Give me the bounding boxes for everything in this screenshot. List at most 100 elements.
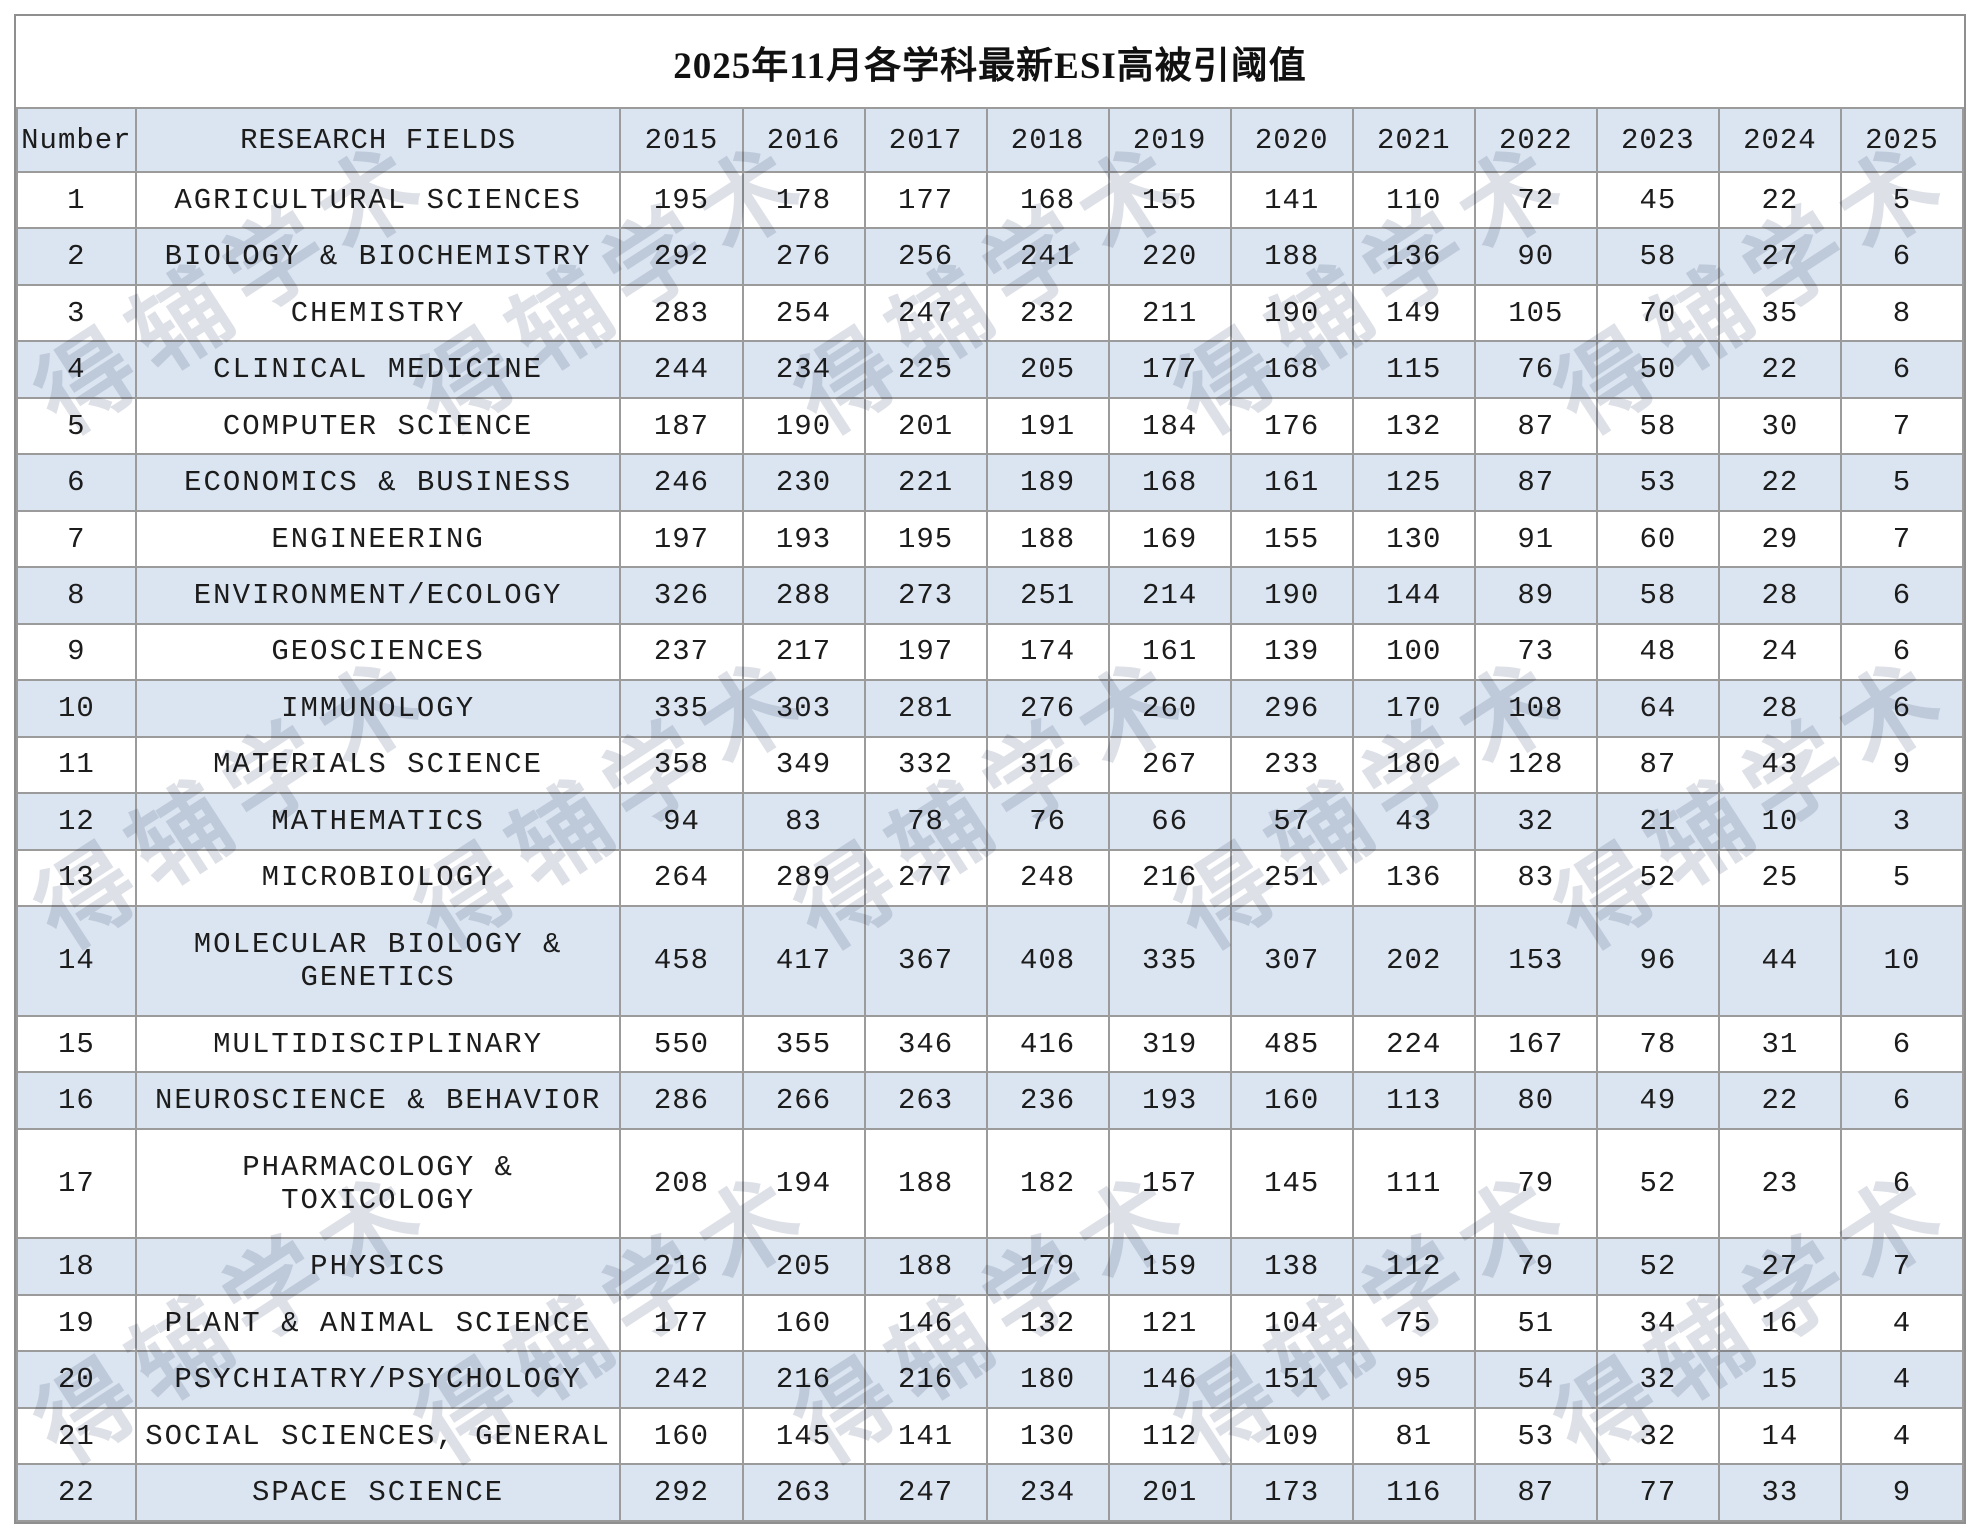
row-number: 2 [16,227,137,286]
threshold-value-2017: 256 [863,227,988,286]
threshold-value-2020: 307 [1229,905,1354,1017]
threshold-value-2016: 254 [741,283,866,343]
threshold-value-2021: 136 [1351,848,1476,908]
threshold-value-2024: 30 [1717,396,1842,456]
threshold-value-2017: 367 [863,905,988,1017]
threshold-value-2019: 335 [1107,905,1232,1017]
threshold-value-2018: 236 [985,1071,1110,1130]
threshold-value-2024: 44 [1717,905,1842,1017]
threshold-value-2019: 193 [1107,1071,1232,1130]
threshold-value-2022: 76 [1473,340,1598,399]
threshold-value-2021: 110 [1351,170,1476,230]
threshold-value-2023: 96 [1595,905,1720,1017]
threshold-value-2018: 205 [985,340,1110,399]
threshold-value-2020: 190 [1229,283,1354,343]
threshold-value-2020: 168 [1229,340,1354,399]
threshold-value-2024: 27 [1717,1237,1842,1296]
threshold-value-2019: 169 [1107,509,1232,569]
threshold-value-2023: 48 [1595,622,1720,682]
threshold-value-2025: 6 [1839,566,1965,625]
table-row: 2 BIOLOGY & BIOCHEMISTRY 292 276 256 241 220 18… [16,227,1965,286]
threshold-value-2017: 146 [863,1293,988,1353]
threshold-value-2023: 60 [1595,509,1720,569]
research-field-name: PHYSICS [134,1237,622,1296]
table-row: 8 ENVIRONMENT/ECOLOGY 326 288 273 251 214 190 14… [16,566,1965,625]
threshold-value-2019: 121 [1107,1293,1232,1353]
row-number: 11 [16,735,137,795]
research-field-name: SOCIAL SCIENCES, GENERAL [134,1406,622,1466]
row-number: 15 [16,1014,137,1074]
threshold-value-2025: 6 [1839,622,1965,682]
threshold-value-2023: 52 [1595,848,1720,908]
table-row: 6 ECONOMICS & BUSINESS 246 230 221 189 168 161 1… [16,453,1965,512]
threshold-value-2017: 247 [863,1463,988,1522]
threshold-value-2022: 80 [1473,1071,1598,1130]
threshold-value-2017: 221 [863,453,988,512]
threshold-value-2024: 28 [1717,566,1842,625]
threshold-value-2025: 4 [1839,1406,1965,1466]
threshold-value-2016: 217 [741,622,866,682]
threshold-value-2016: 194 [741,1127,866,1240]
threshold-value-2019: 319 [1107,1014,1232,1074]
threshold-value-2018: 182 [985,1127,1110,1240]
threshold-value-2024: 28 [1717,679,1842,738]
threshold-value-2015: 177 [619,1293,744,1353]
threshold-value-2021: 95 [1351,1350,1476,1409]
threshold-value-2015: 358 [619,735,744,795]
threshold-value-2025: 7 [1839,1237,1965,1296]
threshold-value-2023: 87 [1595,735,1720,795]
threshold-value-2022: 79 [1473,1237,1598,1296]
threshold-value-2016: 193 [741,509,866,569]
column-header-2017: 2017 [863,107,988,173]
research-field-name: GEOSCIENCES [134,622,622,682]
row-number: 3 [16,283,137,343]
threshold-value-2024: 22 [1717,1071,1842,1130]
threshold-value-2015: 292 [619,1463,744,1522]
threshold-value-2016: 289 [741,848,866,908]
threshold-value-2017: 247 [863,283,988,343]
research-field-name: BIOLOGY & BIOCHEMISTRY [134,227,622,286]
threshold-value-2020: 233 [1229,735,1354,795]
threshold-value-2022: 72 [1473,170,1598,230]
threshold-value-2020: 145 [1229,1127,1354,1240]
threshold-value-2023: 32 [1595,1406,1720,1466]
threshold-value-2019: 168 [1107,453,1232,512]
threshold-value-2022: 153 [1473,905,1598,1017]
threshold-value-2024: 33 [1717,1463,1842,1522]
threshold-value-2025: 6 [1839,1127,1965,1240]
threshold-value-2020: 173 [1229,1463,1354,1522]
research-field-name: NEUROSCIENCE & BEHAVIOR [134,1071,622,1130]
table-row: 5 COMPUTER SCIENCE 187 190 201 191 184 176 132 87… [16,396,1965,456]
table-row: 15 MULTIDISCIPLINARY 550 355 346 416 319 485 224… [16,1014,1965,1074]
table-row: 10 IMMUNOLOGY 335 303 281 276 260 296 170 108 64 28… [16,679,1965,738]
threshold-value-2018: 408 [985,905,1110,1017]
threshold-value-2024: 22 [1717,340,1842,399]
research-field-name: MULTIDISCIPLINARY [134,1014,622,1074]
threshold-value-2018: 232 [985,283,1110,343]
research-field-name: MOLECULAR BIOLOGY & GENETICS [134,905,622,1017]
threshold-value-2021: 170 [1351,679,1476,738]
threshold-value-2021: 149 [1351,283,1476,343]
threshold-value-2019: 260 [1107,679,1232,738]
threshold-value-2020: 190 [1229,566,1354,625]
esi-threshold-table: Number RESEARCH FIELDS 2015 2016 2017 2018 201… [16,107,1965,1522]
threshold-value-2025: 9 [1839,1463,1965,1522]
threshold-value-2025: 6 [1839,1071,1965,1130]
research-field-name: MATERIALS SCIENCE [134,735,622,795]
threshold-value-2018: 179 [985,1237,1110,1296]
threshold-value-2018: 180 [985,1350,1110,1409]
threshold-value-2025: 8 [1839,283,1965,343]
row-number: 18 [16,1237,137,1296]
threshold-value-2021: 75 [1351,1293,1476,1353]
threshold-value-2024: 29 [1717,509,1842,569]
threshold-value-2017: 277 [863,848,988,908]
research-field-name: AGRICULTURAL SCIENCES [134,170,622,230]
threshold-value-2018: 191 [985,396,1110,456]
threshold-value-2016: 263 [741,1463,866,1522]
threshold-value-2021: 202 [1351,905,1476,1017]
threshold-value-2016: 230 [741,453,866,512]
threshold-value-2024: 23 [1717,1127,1842,1240]
threshold-value-2017: 332 [863,735,988,795]
research-field-name: MICROBIOLOGY [134,848,622,908]
threshold-value-2021: 144 [1351,566,1476,625]
